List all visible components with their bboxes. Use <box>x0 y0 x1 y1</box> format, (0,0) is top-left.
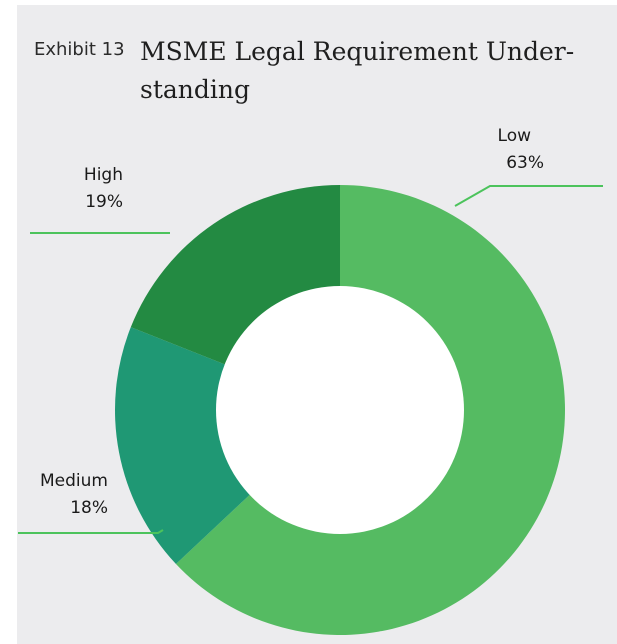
slice-value-high: 19% <box>85 192 123 212</box>
slice-label-high: High <box>84 165 123 185</box>
slice-value-low: 63% <box>506 153 544 173</box>
exhibit-number: Exhibit 13 <box>34 39 125 60</box>
slice-label-medium: Medium <box>40 471 108 491</box>
slice-label-low: Low <box>498 126 532 146</box>
leader-line-medium <box>18 529 164 534</box>
donut-hole <box>216 286 464 534</box>
leader-line-low <box>454 185 603 207</box>
chart-title: MSME Legal Requirement Under-standing <box>140 37 575 104</box>
slice-value-medium: 18% <box>70 498 108 518</box>
